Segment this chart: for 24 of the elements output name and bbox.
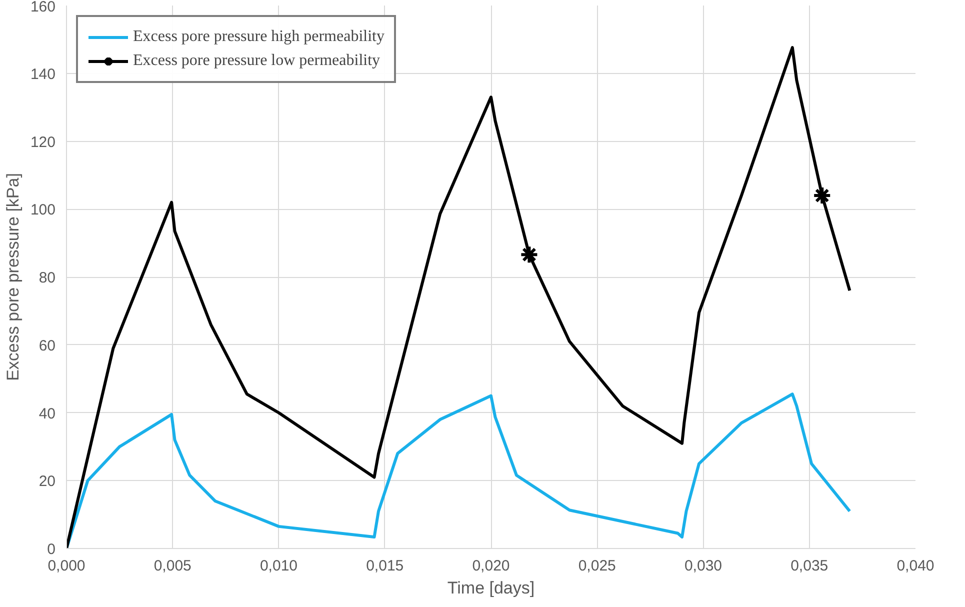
y-tick-label: 120 bbox=[30, 134, 56, 151]
y-tick-label: 60 bbox=[38, 337, 56, 354]
line-series bbox=[66, 392, 852, 548]
line-series bbox=[66, 46, 852, 548]
x-tick-label: 0,040 bbox=[896, 558, 934, 574]
y-tick-label: 160 bbox=[30, 0, 56, 16]
x-tick-label: 0,010 bbox=[260, 558, 298, 574]
y-tick-label: 140 bbox=[30, 66, 56, 83]
x-axis-title: Time [days] bbox=[447, 578, 535, 598]
x-tick-label: 0,025 bbox=[578, 558, 616, 574]
x-tick-label: 0,000 bbox=[48, 558, 86, 574]
y-tick-label: 80 bbox=[38, 270, 56, 286]
x-tick-label: 0,020 bbox=[472, 558, 510, 574]
y-tick-label: 100 bbox=[30, 202, 56, 219]
x-tick-label: 0,030 bbox=[684, 558, 722, 574]
x-tick-label: 0,015 bbox=[366, 558, 404, 574]
y-tick-label: 0 bbox=[47, 541, 56, 558]
x-tick-label: 0,005 bbox=[154, 558, 192, 574]
legend-label: Excess pore pressure low permeability bbox=[133, 52, 380, 70]
y-tick-label: 20 bbox=[38, 473, 56, 490]
y-tick-label: 40 bbox=[38, 405, 56, 422]
legend-label: Excess pore pressure high permeability bbox=[133, 28, 384, 46]
y-axis-title: Excess pore pressure [kPa] bbox=[3, 173, 22, 381]
x-tick-label: 0,035 bbox=[790, 558, 828, 574]
